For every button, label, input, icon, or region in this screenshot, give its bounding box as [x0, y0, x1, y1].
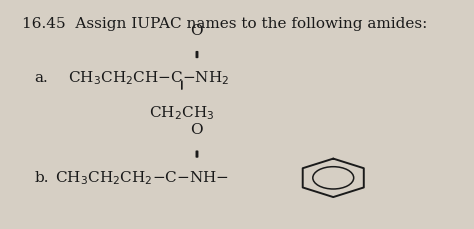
Text: 16.45  Assign IUPAC names to the following amides:: 16.45 Assign IUPAC names to the followin… — [22, 17, 428, 31]
Text: CH$_2$CH$_3$: CH$_2$CH$_3$ — [149, 104, 215, 122]
Text: O: O — [190, 24, 203, 38]
Text: b.: b. — [35, 171, 49, 185]
Text: a.: a. — [35, 71, 48, 85]
Text: CH$_3$CH$_2$CH$_2$$-$C$-$NH$-$: CH$_3$CH$_2$CH$_2$$-$C$-$NH$-$ — [55, 169, 229, 187]
Text: CH$_3$CH$_2$CH$-$C$-$NH$_2$: CH$_3$CH$_2$CH$-$C$-$NH$_2$ — [68, 69, 229, 87]
Text: O: O — [190, 123, 203, 137]
